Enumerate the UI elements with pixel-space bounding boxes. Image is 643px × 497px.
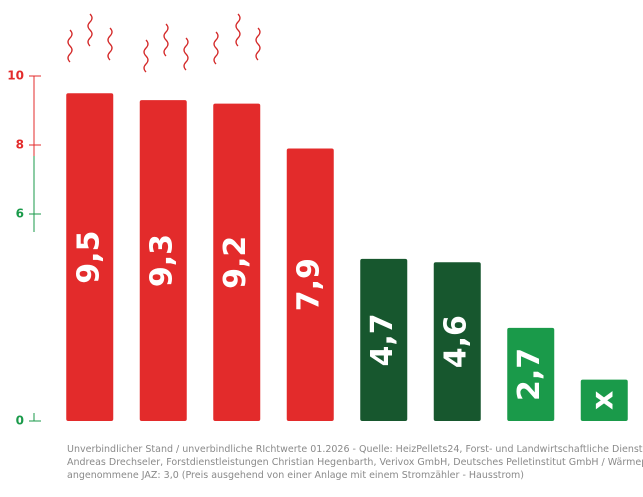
y-tick-label: 10 (7, 69, 24, 83)
value-label: 9,5 (71, 231, 106, 284)
footnote: angenommene JAZ: 3,0 (Preis ausgehend vo… (67, 470, 524, 481)
bar (580, 379, 628, 421)
bar (507, 327, 555, 421)
heat-waves (67, 13, 261, 73)
value-label: 9,2 (218, 236, 253, 289)
bar (433, 262, 481, 421)
value-label: 9,3 (145, 234, 180, 287)
value-label: 4,6 (439, 315, 474, 368)
bar (213, 103, 261, 421)
bar (66, 93, 114, 421)
y-tick-label: 0 (16, 414, 24, 428)
value-label: 7,9 (292, 258, 327, 311)
value-label: 4,7 (365, 313, 400, 366)
value-label: x (586, 391, 621, 410)
y-tick-label: 8 (16, 138, 24, 152)
y-tick-label: 6 (16, 207, 24, 221)
value-label: 2,7 (512, 348, 547, 401)
bar (286, 148, 334, 421)
footnote: Unverbindlicher Stand / unverbindliche R… (67, 444, 643, 455)
footnote: Andreas Drechseler, Forstdienstleistunge… (67, 457, 643, 468)
bar (360, 258, 408, 421)
bar (139, 100, 187, 422)
